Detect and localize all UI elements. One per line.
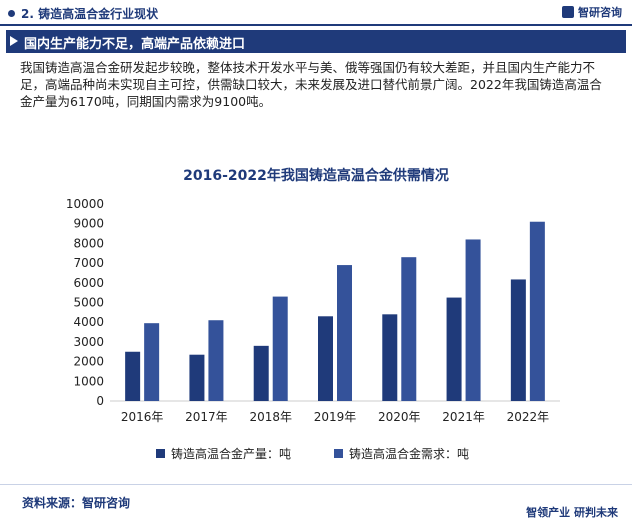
y-tick-label: 6000 [73,276,104,290]
y-tick-label: 7000 [73,256,104,270]
x-tick-label: 2022年 [507,410,550,424]
y-tick-label: 10000 [66,197,104,211]
bar-production [446,297,462,401]
source-note: 资料来源：智研咨询 [22,496,131,510]
headline-text: 国内生产能力不足，高端产品依赖进口 [24,37,246,52]
x-tick-label: 2016年 [121,410,164,424]
slogan: 智领产业 研判未来 [526,506,618,519]
footer-divider [0,484,632,485]
y-tick-label: 5000 [73,296,104,310]
y-tick-label: 9000 [73,217,104,231]
x-tick-label: 2017年 [185,410,228,424]
bar-demand [272,296,288,401]
legend-swatch [334,449,343,458]
x-tick-label: 2020年 [378,410,421,424]
bar-production [318,316,333,401]
logo-icon [562,6,574,18]
brand-logo: 智研咨询 [562,4,622,20]
bar-demand [465,239,481,401]
bar-demand [401,257,417,401]
bar-chart: 0 1000 2000 3000 4000 5000 6000 7000 8000 9000 100… [66,197,560,461]
y-tick-label: 3000 [73,335,104,349]
bar-production [189,354,205,401]
y-tick-label: 0 [96,394,104,408]
chart-title: 2016-2022年我国铸造高温合金供需情况 [183,168,449,184]
y-tick-label: 4000 [73,315,104,329]
y-tick-label: 2000 [73,355,104,369]
bar-production [510,279,526,401]
y-tick-label: 8000 [73,236,104,250]
triangle-icon [10,36,18,46]
header-divider [0,24,632,26]
summary-paragraph: 我国铸造高温合金研发起步较晚，整体技术开发水平与美、俄等强国仍有较大差距，并且国… [20,60,602,109]
x-tick-label: 2019年 [314,410,357,424]
bullet-icon [8,10,15,17]
bar-production [253,345,269,401]
bar-demand [208,320,224,401]
bar-production [382,314,398,401]
headline-banner: 国内生产能力不足，高端产品依赖进口 [6,30,626,53]
section-title-text: 2. 铸造高温合金行业现状 [21,7,159,21]
bar-demand [337,265,352,401]
section-title: 2. 铸造高温合金行业现状 [8,5,158,22]
y-tick-label: 1000 [73,374,104,388]
bar-demand [144,323,160,401]
logo-text: 智研咨询 [578,6,622,19]
x-tick-label: 2021年 [442,410,485,424]
bar-demand [529,221,545,401]
top-bar: 2. 铸造高温合金行业现状 智研咨询 [0,0,632,26]
x-tick-label: 2018年 [249,410,292,424]
legend-swatch [156,449,165,458]
legend-label: 铸造高温合金产量：吨 [171,446,291,461]
bar-production [125,351,141,401]
legend-label: 铸造高温合金需求：吨 [349,446,469,461]
